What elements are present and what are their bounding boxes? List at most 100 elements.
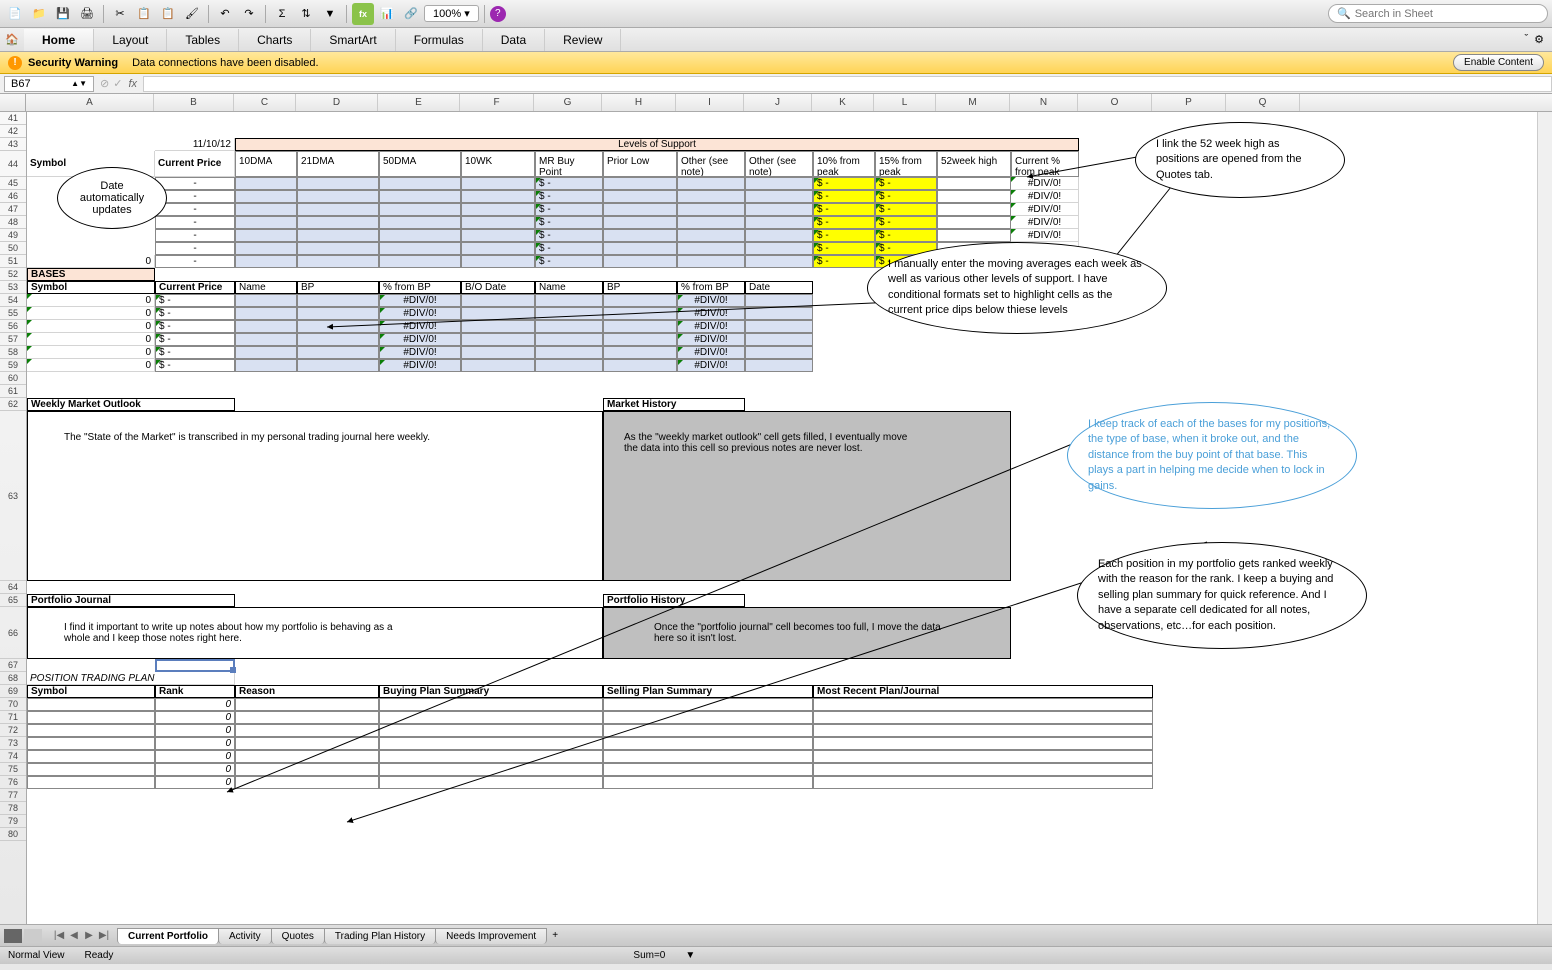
cell[interactable]: 0	[27, 333, 155, 346]
col-header-F[interactable]: F	[460, 94, 534, 111]
cell[interactable]	[297, 242, 379, 255]
cell[interactable]: -	[155, 177, 235, 190]
cell[interactable]	[235, 359, 297, 372]
cell[interactable]	[461, 294, 535, 307]
cell[interactable]: 21DMA	[297, 151, 379, 177]
cell[interactable]	[379, 216, 461, 229]
row-header-66[interactable]: 66	[0, 607, 26, 659]
cell[interactable]: 50DMA	[379, 151, 461, 177]
cell[interactable]	[937, 203, 1011, 216]
cell[interactable]: Selling Plan Summary	[603, 685, 813, 698]
row-header-60[interactable]: 60	[0, 372, 26, 385]
cut-icon[interactable]: ✂	[109, 3, 131, 25]
cell[interactable]	[461, 255, 535, 268]
row-header-61[interactable]: 61	[0, 385, 26, 398]
row-header-74[interactable]: 74	[0, 750, 26, 763]
cell[interactable]	[535, 333, 603, 346]
col-header-J[interactable]: J	[744, 94, 812, 111]
cell[interactable]: #DIV/0!	[379, 320, 461, 333]
autosum-icon[interactable]: Σ	[271, 3, 293, 25]
cell[interactable]	[677, 177, 745, 190]
tab-prev-icon[interactable]: ◀	[67, 929, 81, 943]
cell[interactable]: 0	[27, 307, 155, 320]
cell[interactable]	[937, 216, 1011, 229]
cell[interactable]	[461, 359, 535, 372]
row-header-48[interactable]: 48	[0, 216, 26, 229]
cell[interactable]	[745, 359, 813, 372]
view-normal-icon[interactable]	[4, 929, 22, 943]
view-layout-icon[interactable]	[24, 929, 42, 943]
row-header-57[interactable]: 57	[0, 333, 26, 346]
row-header-79[interactable]: 79	[0, 815, 26, 828]
ribbon-tab-formulas[interactable]: Formulas	[396, 29, 483, 51]
row-header-49[interactable]: 49	[0, 229, 26, 242]
ribbon-tab-tables[interactable]: Tables	[167, 29, 239, 51]
row-header-41[interactable]: 41	[0, 112, 26, 125]
cell[interactable]	[27, 763, 155, 776]
cell[interactable]: $ -	[155, 359, 235, 372]
cell[interactable]: $ -	[875, 177, 937, 190]
cell[interactable]	[235, 763, 379, 776]
cell[interactable]: -	[155, 190, 235, 203]
cell[interactable]	[603, 750, 813, 763]
search-box[interactable]: 🔍	[1328, 4, 1548, 23]
row-header-55[interactable]: 55	[0, 307, 26, 320]
cell[interactable]	[745, 242, 813, 255]
col-header-B[interactable]: B	[154, 94, 234, 111]
cell[interactable]	[235, 294, 297, 307]
ribbon-settings-icon[interactable]: ⚙	[1534, 33, 1544, 46]
cell[interactable]: #DIV/0!	[677, 359, 745, 372]
cell[interactable]: 0	[27, 359, 155, 372]
cell[interactable]	[235, 203, 297, 216]
cell[interactable]	[27, 737, 155, 750]
home-icon[interactable]: 🏠	[0, 33, 24, 46]
row-header-71[interactable]: 71	[0, 711, 26, 724]
cell[interactable]	[297, 346, 379, 359]
cell[interactable]: -	[155, 216, 235, 229]
cell[interactable]: $ -	[535, 229, 603, 242]
cell[interactable]	[235, 698, 379, 711]
cell[interactable]	[745, 229, 813, 242]
col-header-N[interactable]: N	[1010, 94, 1078, 111]
cell[interactable]: #DIV/0!	[379, 359, 461, 372]
cell[interactable]: Other (see note)	[745, 151, 813, 177]
enable-content-button[interactable]: Enable Content	[1453, 54, 1544, 71]
cell[interactable]	[603, 203, 677, 216]
cell[interactable]: $ -	[813, 255, 875, 268]
col-header-C[interactable]: C	[234, 94, 296, 111]
cell[interactable]	[379, 229, 461, 242]
cell[interactable]	[461, 203, 535, 216]
cell[interactable]: % from BP	[379, 281, 461, 294]
undo-icon[interactable]: ↶	[214, 3, 236, 25]
cell[interactable]: #DIV/0!	[677, 346, 745, 359]
cell[interactable]	[235, 307, 297, 320]
cell[interactable]	[535, 359, 603, 372]
sheet-tab-quotes[interactable]: Quotes	[271, 928, 325, 944]
row-header-73[interactable]: 73	[0, 737, 26, 750]
cell[interactable]: #DIV/0!	[1011, 190, 1079, 203]
ribbon-tab-review[interactable]: Review	[545, 29, 621, 51]
cell[interactable]: #DIV/0!	[379, 333, 461, 346]
cell[interactable]: #DIV/0!	[379, 346, 461, 359]
cell[interactable]: $ -	[535, 203, 603, 216]
col-header-K[interactable]: K	[812, 94, 874, 111]
cell[interactable]: 52week high	[937, 151, 1011, 177]
cell[interactable]: BP	[297, 281, 379, 294]
cell[interactable]: Buying Plan Summary	[379, 685, 603, 698]
cell[interactable]: $ -	[875, 229, 937, 242]
cell[interactable]	[745, 216, 813, 229]
cell[interactable]	[27, 776, 155, 789]
cell[interactable]: #DIV/0!	[677, 294, 745, 307]
cell[interactable]	[603, 294, 677, 307]
cell[interactable]	[27, 750, 155, 763]
cell[interactable]	[745, 294, 813, 307]
cell[interactable]: $ -	[813, 190, 875, 203]
cell[interactable]	[235, 320, 297, 333]
zoom-select[interactable]: 100% ▾	[424, 5, 479, 22]
cell[interactable]	[745, 307, 813, 320]
cell[interactable]	[297, 190, 379, 203]
cell[interactable]	[297, 255, 379, 268]
cell[interactable]	[745, 333, 813, 346]
copy-icon[interactable]: 📋	[133, 3, 155, 25]
cell[interactable]	[461, 242, 535, 255]
